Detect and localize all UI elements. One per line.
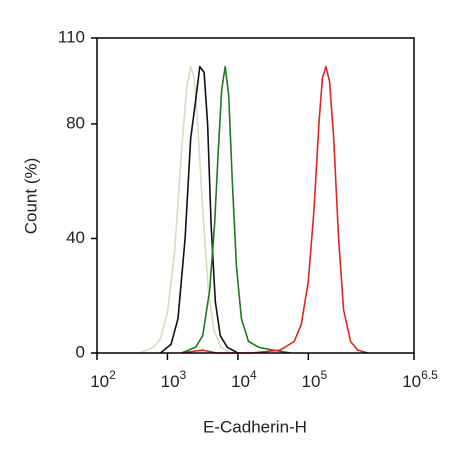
x-tick-base: 10 [302, 372, 321, 391]
y-tick-label: 40 [66, 228, 85, 247]
x-tick-label: 106.5 [402, 368, 438, 391]
x-tick-label: 102 [90, 368, 116, 391]
y-tick-label: 80 [66, 113, 85, 132]
x-tick-base: 10 [402, 372, 421, 391]
x-tick-exponent: 4 [250, 368, 257, 382]
x-tick-base: 10 [231, 372, 250, 391]
x-tick-base: 10 [161, 372, 180, 391]
x-tick-label: 105 [302, 368, 328, 391]
histogram-line [159, 65, 239, 354]
histogram-line [181, 65, 369, 354]
y-tick-label: 0 [76, 342, 85, 361]
histogram-line [181, 65, 291, 354]
x-tick-label: 104 [231, 368, 257, 391]
plot-frame [96, 37, 415, 354]
x-tick-exponent: 5 [320, 368, 327, 382]
x-tick-label: 103 [161, 368, 187, 391]
y-tick-label: 110 [58, 27, 85, 46]
x-axis-label: E-Cadherin-H [203, 417, 307, 436]
x-tick-exponent: 3 [180, 368, 187, 382]
x-tick-exponent: 2 [109, 368, 116, 382]
histogram-line [139, 65, 232, 354]
x-tick-exponent: 6.5 [421, 368, 438, 382]
x-tick-base: 10 [90, 372, 109, 391]
y-axis-label: Count (%) [21, 158, 40, 235]
